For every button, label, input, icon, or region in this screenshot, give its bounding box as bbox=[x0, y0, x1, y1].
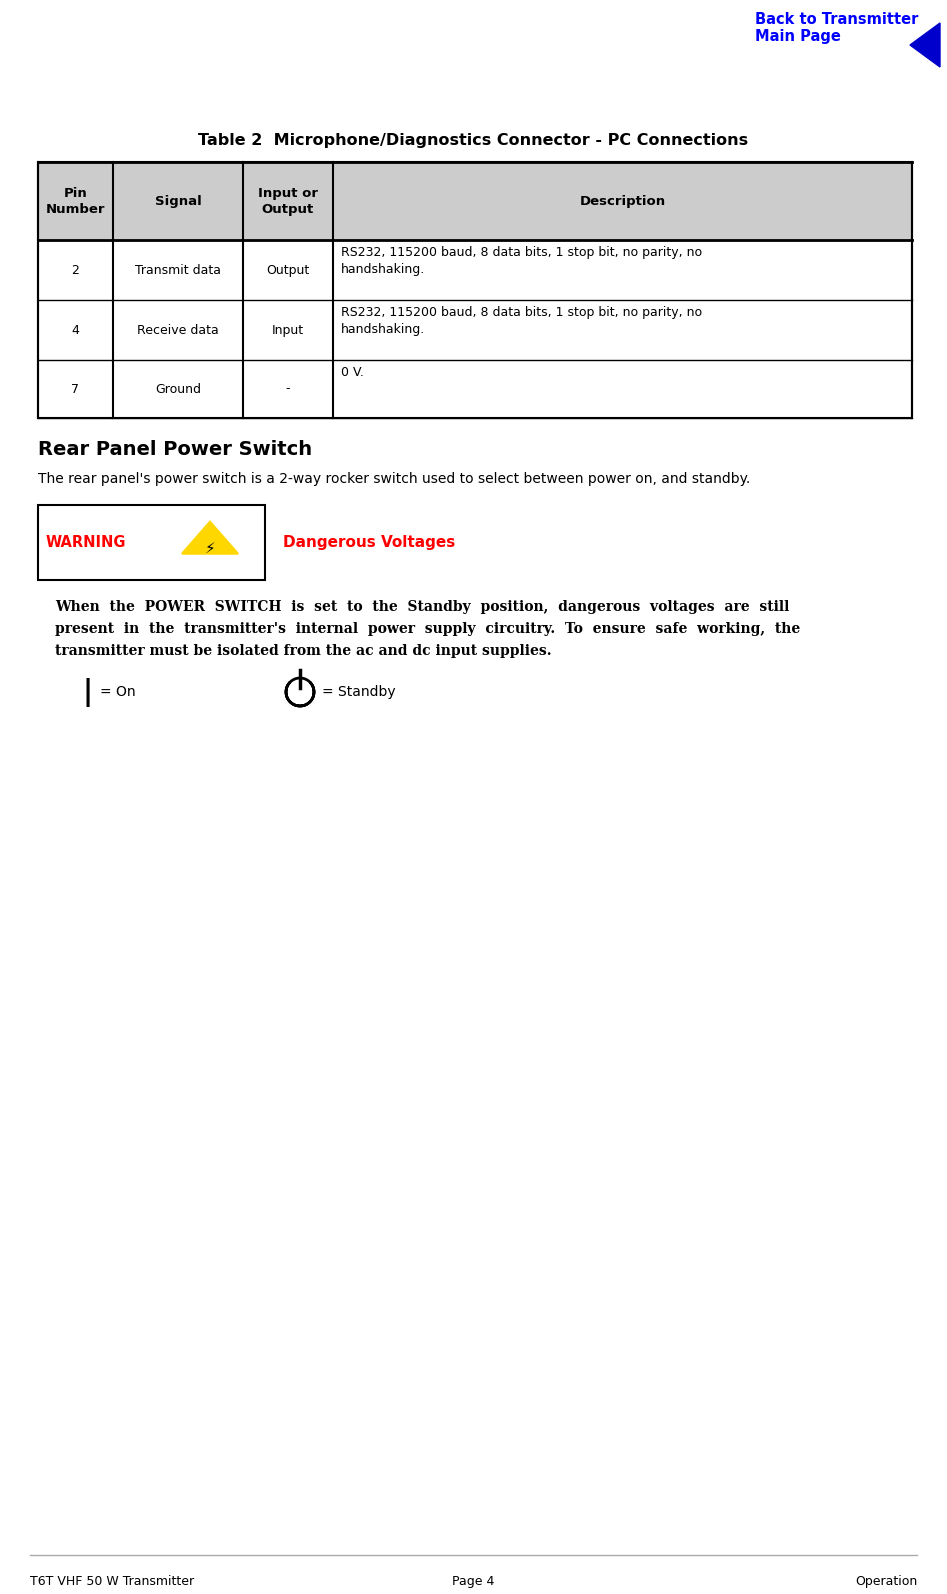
Text: |: | bbox=[83, 677, 93, 706]
Text: Back to Transmitter
Main Page: Back to Transmitter Main Page bbox=[755, 13, 919, 45]
Text: Input: Input bbox=[272, 324, 304, 336]
Text: 2: 2 bbox=[72, 263, 80, 276]
Text: Transmit data: Transmit data bbox=[135, 263, 221, 276]
Text: 4: 4 bbox=[72, 324, 80, 336]
Text: Page 4: Page 4 bbox=[452, 1575, 494, 1588]
Text: Description: Description bbox=[580, 194, 666, 207]
Polygon shape bbox=[910, 22, 940, 67]
Text: Ground: Ground bbox=[155, 383, 201, 395]
Text: Input or
Output: Input or Output bbox=[258, 186, 318, 215]
Text: -: - bbox=[286, 383, 290, 395]
Text: When  the  POWER  SWITCH  is  set  to  the  Standby  position,  dangerous  volta: When the POWER SWITCH is set to the Stan… bbox=[55, 599, 790, 614]
Text: Pin
Number: Pin Number bbox=[45, 186, 105, 215]
Bar bbox=[38, 241, 912, 418]
Text: Rear Panel Power Switch: Rear Panel Power Switch bbox=[38, 440, 313, 459]
Text: RS232, 115200 baud, 8 data bits, 1 stop bit, no parity, no
handshaking.: RS232, 115200 baud, 8 data bits, 1 stop … bbox=[341, 306, 702, 336]
Bar bbox=[38, 163, 912, 418]
Text: Operation: Operation bbox=[855, 1575, 917, 1588]
Text: transmitter must be isolated from the ac and dc input supplies.: transmitter must be isolated from the ac… bbox=[55, 644, 551, 658]
Text: Dangerous Voltages: Dangerous Voltages bbox=[283, 536, 456, 550]
Text: Receive data: Receive data bbox=[137, 324, 219, 336]
Text: Signal: Signal bbox=[154, 194, 202, 207]
Bar bbox=[38, 163, 912, 241]
Text: present  in  the  transmitter's  internal  power  supply  circuitry.  To  ensure: present in the transmitter's internal po… bbox=[55, 622, 800, 636]
Text: The rear panel's power switch is a 2-way rocker switch used to select between po: The rear panel's power switch is a 2-way… bbox=[38, 472, 750, 486]
Text: 7: 7 bbox=[72, 383, 80, 395]
Text: = Standby: = Standby bbox=[322, 685, 396, 700]
Text: T6T VHF 50 W Transmitter: T6T VHF 50 W Transmitter bbox=[30, 1575, 194, 1588]
Text: = On: = On bbox=[100, 685, 135, 700]
Polygon shape bbox=[182, 521, 238, 553]
Text: Output: Output bbox=[266, 263, 310, 276]
Text: RS232, 115200 baud, 8 data bits, 1 stop bit, no parity, no
handshaking.: RS232, 115200 baud, 8 data bits, 1 stop … bbox=[341, 245, 702, 276]
Text: WARNING: WARNING bbox=[46, 536, 127, 550]
Bar bbox=[38, 505, 265, 580]
Text: Table 2  Microphone/Diagnostics Connector - PC Connections: Table 2 Microphone/Diagnostics Connector… bbox=[198, 132, 748, 148]
Text: 0 V.: 0 V. bbox=[341, 367, 364, 379]
Text: ⚡: ⚡ bbox=[205, 540, 215, 556]
